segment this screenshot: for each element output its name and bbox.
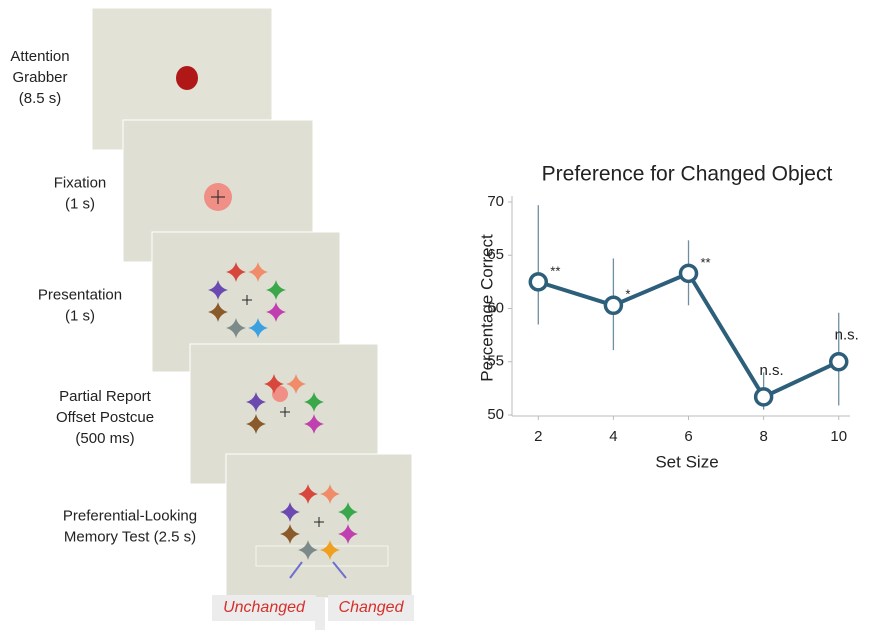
- x-tick-label: 6: [684, 428, 692, 445]
- stage-label: (500 ms): [75, 430, 134, 447]
- x-axis-label: Set Size: [655, 452, 718, 471]
- changed-label: Changed: [339, 599, 405, 616]
- x-tick-label: 4: [609, 428, 617, 445]
- x-tick-label: 2: [534, 428, 542, 445]
- chart-title: Preference for Changed Object: [542, 163, 833, 186]
- stage-label: Presentation: [38, 286, 122, 303]
- divider: [315, 598, 325, 630]
- y-tick-label: 50: [487, 406, 504, 423]
- data-point: [831, 354, 847, 370]
- stage-label: (8.5 s): [19, 90, 62, 107]
- stage-label: Attention: [10, 48, 69, 65]
- y-tick-label: 55: [487, 353, 504, 370]
- figure: Unchanged Changed Attention Grabber (8.5 s…: [0, 0, 880, 630]
- stage-label: Grabber: [12, 69, 67, 86]
- y-tick-label: 65: [487, 246, 504, 263]
- y-tick-label: 70: [487, 193, 504, 210]
- significance-label: *: [625, 287, 630, 302]
- data-point: [681, 265, 697, 281]
- x-tick-label: 10: [830, 428, 847, 445]
- stage-label: Preferential-Looking: [63, 507, 197, 524]
- significance-label: **: [701, 255, 711, 270]
- stage-label: (1 s): [65, 195, 95, 212]
- significance-label: n.s.: [835, 327, 859, 344]
- apple: [176, 66, 198, 90]
- unchanged-label: Unchanged: [223, 599, 306, 616]
- data-point: [756, 389, 772, 405]
- stage-label: Offset Postcue: [56, 409, 154, 426]
- chart: Preference for Changed Object Set Size P…: [477, 163, 858, 472]
- stage-label: Partial Report: [59, 388, 152, 405]
- data-point: [605, 297, 621, 313]
- y-tick-label: 60: [487, 299, 504, 316]
- stage-label: (1 s): [65, 307, 95, 324]
- stage-label: Fixation: [54, 174, 107, 191]
- stage-label: Memory Test (2.5 s): [64, 528, 196, 545]
- significance-label: **: [550, 263, 560, 278]
- x-tick-label: 8: [759, 428, 767, 445]
- significance-label: n.s.: [760, 362, 784, 379]
- data-point: [530, 274, 546, 290]
